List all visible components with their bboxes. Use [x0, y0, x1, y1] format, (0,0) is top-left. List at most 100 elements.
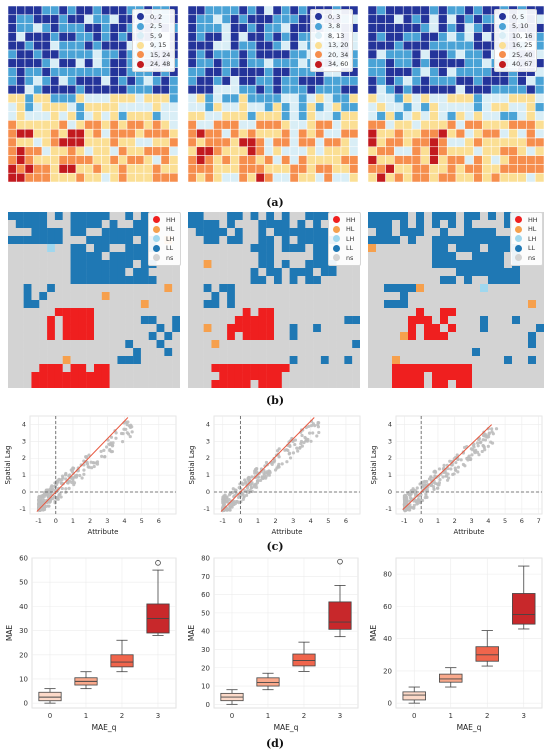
lisa-cell — [274, 220, 283, 229]
grid-cell — [272, 23, 282, 33]
grid-cell — [143, 84, 153, 95]
lisa-cell — [156, 380, 165, 388]
grid-cell — [289, 172, 299, 183]
grid-cell — [204, 146, 214, 156]
lisa-cell — [368, 292, 377, 301]
lisa-cell — [211, 348, 220, 357]
lisa-cell — [195, 380, 204, 388]
lisa-cell — [39, 300, 48, 309]
lisa-cell — [156, 276, 165, 285]
scatter-point — [37, 502, 41, 506]
lisa-cell — [125, 260, 134, 269]
scatter-point — [221, 499, 225, 503]
x-tick-label: 3 — [105, 517, 109, 525]
lisa-cell — [274, 292, 283, 301]
grid-cell — [473, 172, 483, 183]
lisa-cell — [320, 228, 329, 237]
lisa-cell — [274, 228, 283, 237]
grid-cell — [33, 6, 43, 16]
grid-cell — [160, 84, 170, 95]
lisa-cell — [242, 244, 251, 253]
lisa-cell — [195, 316, 204, 325]
lisa-cell — [203, 316, 212, 325]
lisa-cell — [336, 300, 345, 309]
lisa-cell — [305, 228, 314, 237]
lisa-cell — [504, 292, 513, 301]
legend-swatch — [499, 13, 506, 21]
lisa-cell — [464, 372, 473, 381]
grid-cell — [255, 40, 265, 51]
lisa-cell — [101, 372, 110, 381]
grid-cell — [50, 128, 60, 139]
grid-cell — [482, 40, 492, 51]
lisa-cell — [31, 308, 40, 317]
grid-cell — [33, 172, 43, 183]
grid-cell — [33, 93, 43, 104]
grid-cell — [84, 58, 94, 68]
grid-cell — [402, 67, 413, 77]
lisa-cell — [376, 228, 385, 237]
lisa-cell — [289, 268, 298, 277]
grid-cell — [411, 32, 422, 42]
lisa-cell — [472, 332, 481, 341]
grid-cell — [255, 164, 265, 174]
grid-cell — [508, 137, 518, 148]
grid-cell — [188, 67, 197, 77]
lisa-cell — [456, 316, 465, 325]
grid-cell — [230, 146, 240, 156]
lisa-cell — [8, 356, 17, 365]
legend-item: LH — [333, 234, 356, 244]
grid-cell — [135, 137, 145, 148]
grid-cell — [255, 102, 265, 112]
lisa-cell — [140, 220, 149, 229]
lisa-cell — [219, 252, 228, 261]
lisa-cell — [250, 380, 259, 388]
lisa-cell — [156, 324, 165, 333]
grid-cell — [420, 32, 430, 42]
scatter-point — [225, 508, 229, 512]
grid-cell — [298, 6, 308, 16]
lisa-cell — [86, 276, 95, 285]
lisa-cell — [133, 380, 142, 388]
lisa-cell — [54, 228, 63, 237]
grid-cell — [238, 23, 248, 33]
lisa-cell — [352, 356, 360, 365]
scatter-point — [421, 480, 425, 484]
grid-cell — [41, 23, 51, 33]
lisa-cell — [70, 212, 79, 221]
grid-cell — [340, 146, 350, 156]
grid-cell — [196, 164, 206, 174]
grid-cell — [340, 76, 350, 86]
grid-cell — [446, 49, 457, 60]
lisa-cell — [320, 372, 329, 381]
lisa-cell — [464, 316, 473, 325]
lisa-cell — [456, 308, 465, 317]
lisa-cell — [504, 212, 513, 221]
grid-cell — [50, 67, 60, 77]
grid-cell — [411, 111, 422, 121]
lisa-cell — [416, 316, 425, 325]
grid-cell — [50, 76, 60, 86]
lisa-cell — [39, 340, 48, 349]
lisa-cell — [117, 236, 126, 245]
grid-cell — [152, 76, 162, 86]
y-tick-label: 10 — [19, 675, 28, 683]
grid-cell — [101, 155, 111, 165]
grid-cell — [289, 155, 299, 165]
sublabel-b: (b) — [265, 394, 285, 407]
lisa-cell — [125, 324, 134, 333]
lisa-cell — [101, 348, 110, 357]
lisa-cell — [47, 372, 56, 381]
lisa-cell — [250, 332, 259, 341]
legend-item: HH — [515, 215, 538, 225]
grid-cell — [264, 58, 274, 68]
lisa-cell — [109, 340, 118, 349]
grid-cell — [323, 76, 333, 86]
lisa-cell — [266, 308, 275, 317]
lisa-cell — [432, 276, 441, 285]
lisa-cell — [39, 324, 48, 333]
lisa-cell — [480, 300, 489, 309]
lisa-cell — [86, 308, 95, 317]
scatter-point — [481, 438, 485, 442]
grid-cell — [368, 67, 378, 77]
